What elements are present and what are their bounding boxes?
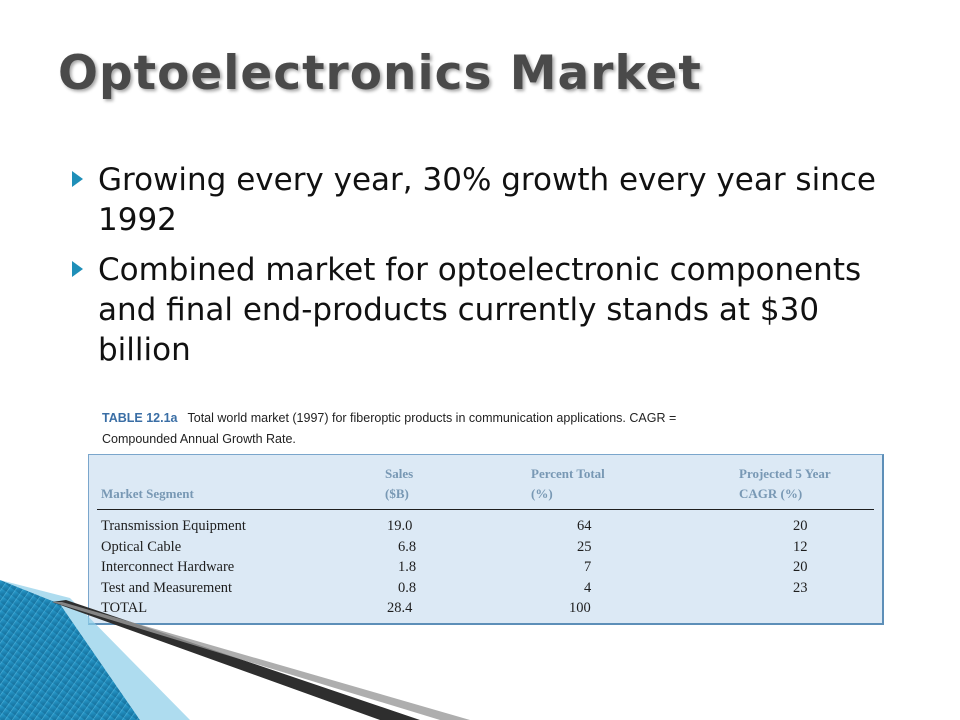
cell-segment: Transmission Equipment — [101, 518, 246, 534]
cell-cagr: 20 — [793, 559, 808, 575]
bullet-text: Growing every year, 30% growth every yea… — [98, 162, 876, 238]
header-market-segment: Market Segment — [101, 486, 194, 501]
cell-cagr: 20 — [793, 518, 808, 534]
cell-sales: 6.8 — [398, 538, 417, 555]
market-table-image: TABLE 12.1a Total world market (1997) for… — [88, 402, 884, 625]
cell-sales: 28.4 — [387, 600, 413, 616]
gray-swoosh — [52, 602, 470, 720]
cell-segment: Optical Cable — [101, 538, 182, 555]
triangle-bullet-icon — [72, 261, 83, 277]
light-blue-wedge — [0, 580, 190, 720]
cell-sales: 19.0 — [387, 518, 413, 534]
header-percent-line1: Percent Total — [531, 466, 605, 481]
header-divider — [97, 509, 874, 510]
cell-segment: Interconnect Hardware — [101, 559, 235, 575]
header-cagr-line1: Projected 5 Year — [739, 466, 831, 481]
bullet-item: Growing every year, 30% growth every yea… — [70, 160, 900, 240]
header-sales-line2: ($B) — [385, 486, 409, 501]
cell-sales: 1.8 — [398, 559, 417, 575]
cell-segment: Test and Measurement — [101, 579, 233, 596]
cell-cagr: 23 — [793, 579, 808, 596]
cell-percent: 4 — [584, 579, 592, 596]
table-caption: TABLE 12.1a Total world market (1997) for… — [102, 408, 722, 450]
header-sales-line1: Sales — [385, 466, 414, 481]
header-percent-line2: (%) — [531, 486, 553, 501]
cell-percent: 64 — [577, 518, 592, 534]
cell-sales: 0.8 — [398, 579, 417, 596]
bullet-item: Combined market for optoelectronic compo… — [70, 250, 900, 370]
cell-cagr: 12 — [793, 538, 808, 555]
header-cagr-line2: CAGR (%) — [739, 486, 803, 501]
table-caption-text: Total world market (1997) for fiberoptic… — [102, 411, 677, 446]
market-table: Market Segment Sales ($B) Percent Total … — [88, 454, 884, 625]
triangle-bullet-icon — [72, 171, 83, 187]
cell-percent: 100 — [569, 600, 591, 616]
cell-percent: 7 — [584, 559, 592, 575]
cell-segment: TOTAL — [101, 600, 148, 616]
dark-swoosh — [52, 600, 420, 720]
cell-percent: 25 — [577, 538, 592, 555]
slide-title: Optoelectronics Market — [58, 46, 702, 101]
teal-corner-shape — [0, 580, 140, 720]
bullet-text: Combined market for optoelectronic compo… — [98, 252, 862, 368]
table-label: TABLE 12.1a — [102, 411, 178, 425]
corner-decoration — [0, 580, 470, 720]
bullet-list: Growing every year, 30% growth every yea… — [70, 160, 900, 380]
